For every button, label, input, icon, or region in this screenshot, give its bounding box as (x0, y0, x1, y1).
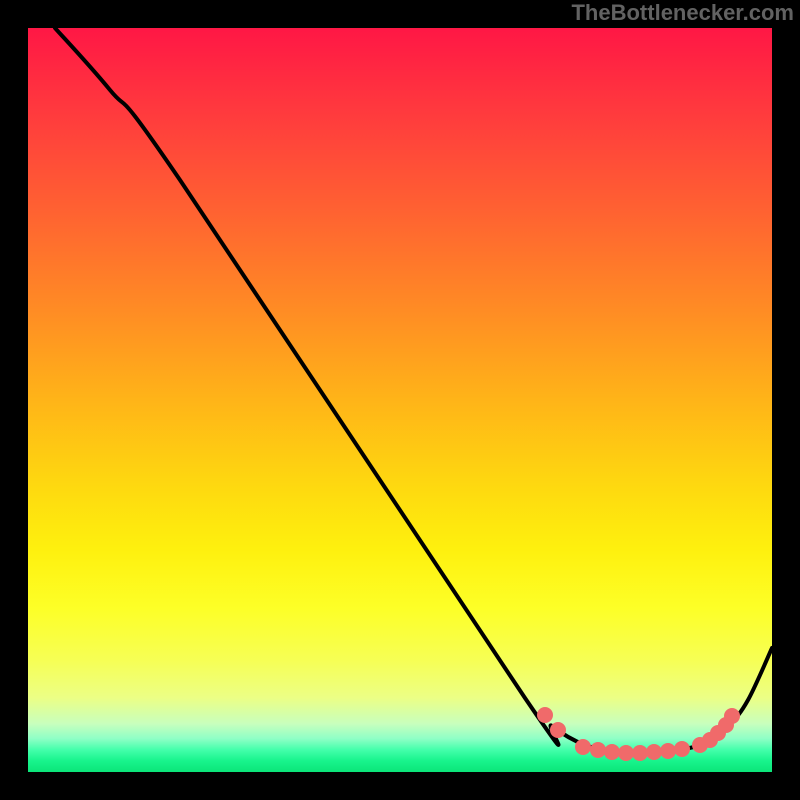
scatter-point (537, 707, 553, 723)
scatter-point (618, 745, 634, 761)
scatter-point (590, 742, 606, 758)
scatter-point (604, 744, 620, 760)
scatter-point (646, 744, 662, 760)
scatter-point (724, 708, 740, 724)
scatter-point (575, 739, 591, 755)
scatter-point (674, 741, 690, 757)
bottleneck-chart (0, 0, 800, 800)
chart-container: TheBottlenecker.com (0, 0, 800, 800)
watermark-text: TheBottlenecker.com (571, 0, 794, 26)
scatter-point (550, 722, 566, 738)
plot-background (28, 28, 772, 772)
scatter-point (632, 745, 648, 761)
scatter-point (660, 743, 676, 759)
